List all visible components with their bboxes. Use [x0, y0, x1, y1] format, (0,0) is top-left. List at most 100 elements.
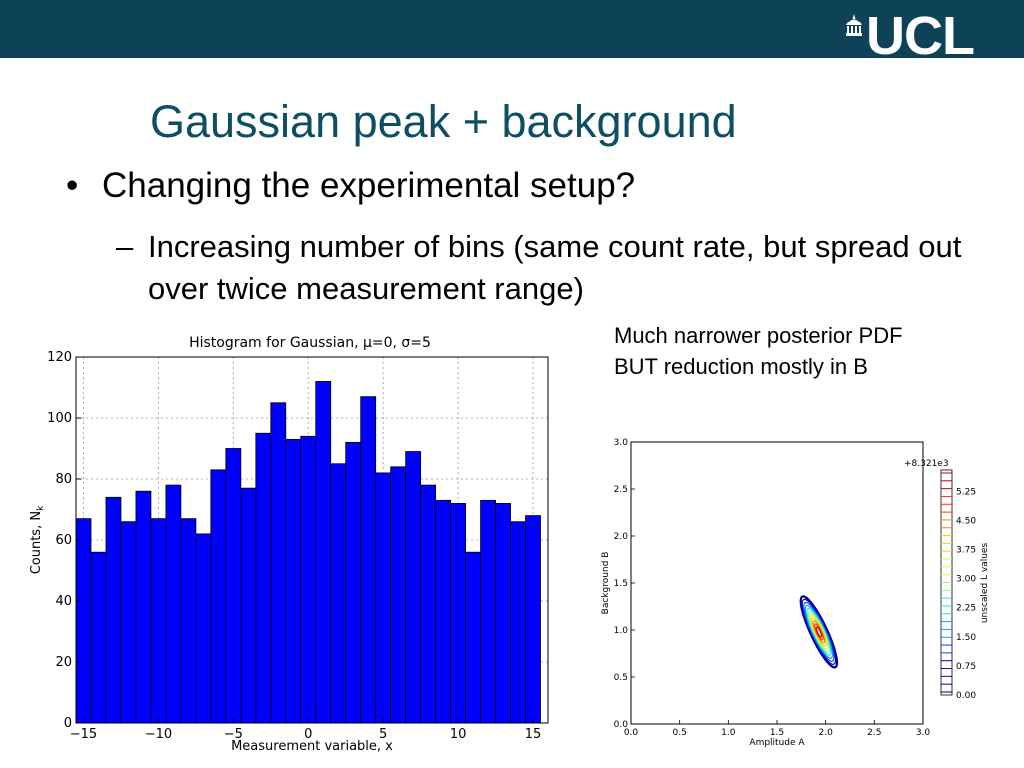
- contour-ylabel: Background B: [601, 552, 611, 615]
- histogram-bar: [105, 496, 122, 724]
- slide-title: Gaussian peak + background: [150, 96, 737, 147]
- contour-ytick-label: 1.5: [614, 579, 628, 589]
- contour-plot-frame: [630, 441, 924, 725]
- histogram-xtick-label: −5: [224, 727, 243, 742]
- contour-ytick-label: 2.0: [614, 532, 629, 542]
- colorbar-label: unscaled L values: [980, 543, 990, 624]
- histogram-bar: [300, 435, 317, 724]
- histogram-bar: [90, 551, 107, 724]
- contour-level: [815, 626, 823, 638]
- contour-ytick-label: 2.5: [614, 485, 628, 495]
- histogram-bar: [465, 551, 481, 724]
- contour-xtick-label: 2.0: [819, 728, 834, 738]
- histogram-bar: [270, 402, 287, 724]
- histogram-bar: [390, 466, 407, 724]
- bullet-item: • Changing the experimental setup?: [66, 166, 635, 206]
- histogram-bar: [375, 472, 392, 724]
- histogram-bar: [120, 521, 137, 724]
- sub-bullet-item: – Increasing number of bins (same count …: [116, 226, 996, 310]
- histogram-bar: [240, 487, 257, 724]
- ucl-logo: UCL: [846, 9, 975, 63]
- likelihood-contour-chart: 0.0 0.5 1.0 1.5 2.0 2.5 3.0 0.0 0.5 1.0 1.5 2.0 2.5 3…: [601, 438, 990, 748]
- contour-level: [810, 617, 827, 647]
- histogram-bar: [345, 442, 362, 724]
- histogram-ytick-label: 60: [55, 533, 72, 548]
- colorbar: 0.00 0.75 1.50 2.25 3.00 3.75 4.50 5.25: [941, 472, 976, 701]
- contour-level: [807, 611, 830, 653]
- histogram-bar: [315, 381, 332, 724]
- contour-level: [801, 598, 837, 665]
- histogram-xtick-label: 5: [379, 727, 387, 742]
- contour-ytick-label: 0.0: [614, 720, 629, 730]
- colorbar-tick-label: 0.75: [956, 662, 976, 672]
- histogram-xlabel: Measurement variable, x: [231, 739, 393, 754]
- contour-level: [804, 604, 833, 659]
- contour-level: [803, 601, 835, 662]
- contour-xtick-label: 2.5: [867, 728, 881, 738]
- histogram-bar: [75, 518, 92, 724]
- histogram-ylabel: Counts, Nk: [29, 505, 46, 574]
- colorbar-tick-label: 0.00: [956, 691, 976, 701]
- histogram-bar: [360, 396, 377, 724]
- histogram-bar: [285, 438, 302, 724]
- histogram-bar: [180, 518, 197, 724]
- histogram-axes: −15 −10 −5 0 5 10 15 0 20 40 60 80 100 120: [47, 350, 541, 742]
- contour-level: [799, 595, 839, 669]
- histogram-bar: [525, 515, 541, 724]
- histogram-bar: [480, 499, 496, 724]
- histogram-bar: [195, 533, 212, 724]
- histogram-bar: [165, 484, 182, 724]
- histogram-xtick-label: 15: [525, 727, 542, 742]
- contour-xtick-label: 3.0: [916, 728, 931, 738]
- contour-ytick-label: 0.5: [614, 673, 628, 683]
- histogram-ytick-label: 80: [55, 472, 72, 487]
- contour-axes: 0.0 0.5 1.0 1.5 2.0 2.5 3.0 0.0 0.5 1.0 1.5 2.0 2.5 3…: [614, 438, 931, 738]
- note-line-2: BUT reduction mostly in B: [614, 354, 868, 379]
- histogram-bar: [255, 432, 272, 724]
- histogram-bar: [435, 499, 452, 724]
- header-bar: UCL: [0, 0, 1024, 63]
- histogram-bar: [420, 484, 437, 724]
- histogram-ylabel-main: Counts, N: [29, 511, 44, 574]
- colorbar-tick-label: 5.25: [956, 487, 976, 497]
- histogram-bar: [135, 490, 152, 724]
- contour-xtick-label: 1.5: [770, 728, 784, 738]
- histogram-ytick-label: 0: [64, 716, 72, 731]
- colorbar-tick-label: 3.75: [956, 546, 976, 556]
- colorbar-tick-label: 4.50: [956, 516, 976, 526]
- histogram-ytick-label: 120: [47, 350, 72, 365]
- histogram-bars: [75, 381, 541, 724]
- contour-xlabel: Amplitude A: [749, 738, 805, 748]
- histogram-ytick-label: 40: [55, 594, 72, 609]
- histogram-bar: [450, 502, 466, 724]
- contour-level: [809, 614, 829, 650]
- colorbar-tick-label: 3.00: [956, 575, 976, 585]
- histogram-ytick-label: 100: [47, 411, 72, 426]
- histogram-bar: [510, 521, 526, 724]
- contour-level: [812, 620, 826, 644]
- histogram-chart: Histogram for Gaussian, μ=0, σ=5 −15 −10−…: [29, 335, 549, 754]
- contour-rings: [799, 595, 839, 669]
- histogram-xtick-label: 0: [304, 727, 312, 742]
- contour-level: [814, 623, 824, 641]
- histogram-xtick-label: 10: [450, 727, 467, 742]
- histogram-xtick-label: −10: [145, 727, 172, 742]
- bullet-dot: •: [66, 166, 79, 205]
- contour-xtick-label: 0.5: [673, 728, 687, 738]
- contour-level: [806, 608, 832, 656]
- histogram-bar: [210, 469, 227, 724]
- contour-ytick-label: 1.0: [614, 626, 629, 636]
- colorbar-tick-label: 2.25: [956, 604, 976, 614]
- contour-xtick-label: 1.0: [721, 728, 736, 738]
- portico-icon: [846, 14, 862, 36]
- histogram-xtick-label: −15: [70, 727, 97, 742]
- sub-bullet-text: Increasing number of bins (same count ra…: [148, 229, 962, 306]
- histogram-bar: [495, 502, 511, 724]
- histogram-ytick-label: 20: [55, 655, 72, 670]
- colorbar-offset-label: +8.321e3: [904, 459, 949, 469]
- note-line-1: Much narrower posterior PDF: [614, 323, 903, 348]
- histogram-title: Histogram for Gaussian, μ=0, σ=5: [189, 335, 431, 351]
- histogram-bar: [150, 518, 167, 724]
- annotation-note: Much narrower posterior PDF BUT reductio…: [614, 320, 903, 382]
- contour-xtick-label: 0.0: [624, 728, 639, 738]
